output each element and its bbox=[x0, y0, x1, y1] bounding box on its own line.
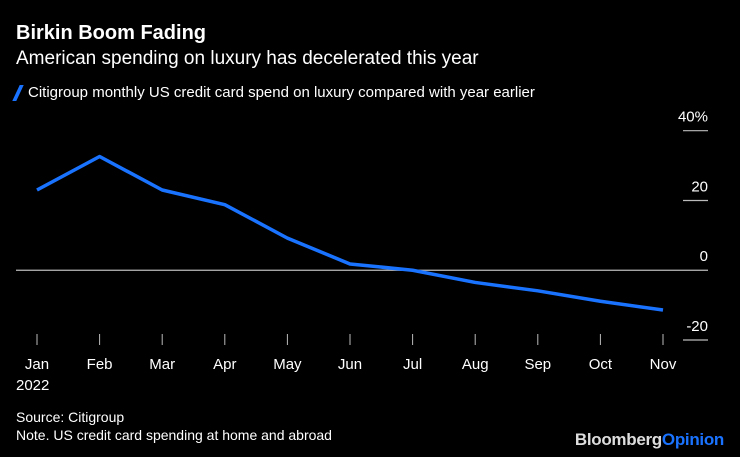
y-tick-label: -20 bbox=[686, 318, 708, 335]
legend-label: Citigroup monthly US credit card spend o… bbox=[28, 84, 535, 101]
x-tick-label: Feb bbox=[87, 356, 113, 373]
note-text: Note. US credit card spending at home an… bbox=[16, 427, 332, 443]
x-tick-label: Aug bbox=[462, 356, 489, 373]
footnotes: Source: Citigroup Note. US credit card s… bbox=[16, 408, 332, 444]
y-tick-label: 40% bbox=[678, 109, 708, 126]
logo-accent: Opinion bbox=[661, 430, 724, 449]
bloomberg-opinion-logo: BloombergOpinion bbox=[575, 430, 724, 450]
source-text: Source: Citigroup bbox=[16, 409, 125, 425]
x-tick-label: Sep bbox=[524, 356, 551, 373]
x-tick-label: May bbox=[273, 356, 302, 373]
year-label: 2022 bbox=[16, 377, 49, 394]
y-tick-label: 0 bbox=[700, 248, 708, 265]
x-tick-label: Jul bbox=[403, 356, 422, 373]
chart-title: Birkin Boom Fading bbox=[16, 22, 206, 44]
x-tick-label: Apr bbox=[213, 356, 236, 373]
chart-subtitle: American spending on luxury has decelera… bbox=[16, 48, 479, 69]
line-chart: 40% 20 0 -20 Jan Feb Mar Apr May Jun Jul Aug Sep Oct N… bbox=[16, 109, 708, 394]
x-tick-label: Nov bbox=[650, 356, 677, 373]
x-tick-label: Oct bbox=[589, 356, 613, 373]
logo-main: Bloomberg bbox=[574, 430, 662, 449]
y-tick-label: 20 bbox=[691, 178, 708, 195]
x-tick-label: Jun bbox=[338, 356, 362, 373]
series-line bbox=[36, 154, 664, 312]
x-tick-label: Mar bbox=[149, 356, 175, 373]
legend: Citigroup monthly US credit card spend o… bbox=[12, 84, 535, 101]
x-tick-label: Jan bbox=[25, 356, 49, 373]
